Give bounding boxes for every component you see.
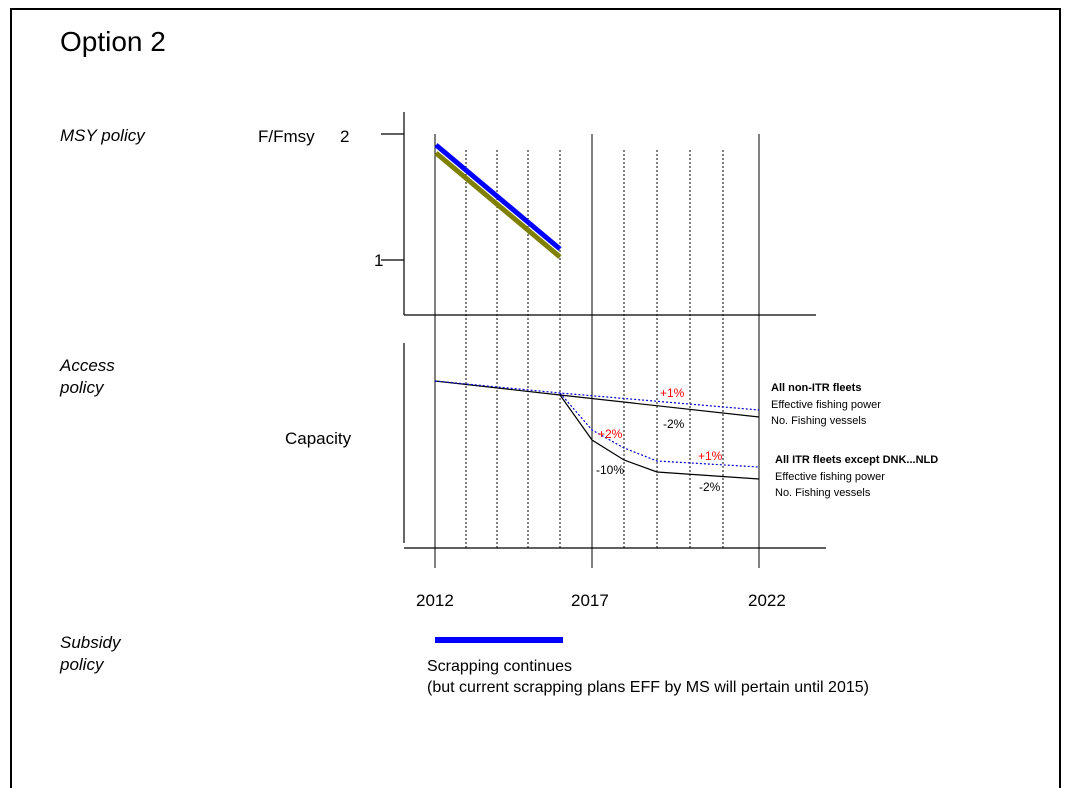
nonitr-power-line — [434, 380, 760, 411]
pct-itr-power: +1% — [698, 449, 723, 463]
itr-power-line — [559, 392, 760, 468]
subsidy-note-line2: (but current scrapping plans EFF by MS w… — [427, 679, 869, 696]
year-label-2017: 2017 — [571, 591, 609, 610]
legend-itr-heading: All ITR fleets except DNK...NLD — [775, 454, 938, 466]
access-policy-label-line1: Access — [60, 356, 115, 375]
legend-nonitr-vessels: No. Fishing vessels — [771, 415, 867, 427]
subsidy-note-line1: Scrapping continues — [427, 658, 572, 675]
pct-itr-drop-vessels: -10% — [596, 463, 624, 477]
year-label-2022: 2022 — [748, 591, 786, 610]
legend-itr-vessels: No. Fishing vessels — [775, 487, 871, 499]
f-fmsy-olive-line — [434, 151, 562, 259]
f-fmsy-blue-line — [434, 143, 562, 251]
access-policy-label-line2: policy — [60, 378, 104, 397]
subsidy-scrapping-bar — [435, 637, 563, 643]
top-y-tick-2: 2 — [340, 127, 350, 146]
pct-nonitr-vessels: -2% — [663, 417, 685, 431]
nonitr-vessels-line — [434, 380, 760, 418]
subsidy-policy-label-line2: policy — [60, 655, 104, 674]
subsidy-policy-label-line1: Subsidy — [60, 633, 121, 652]
pct-itr-vessels: -2% — [699, 480, 721, 494]
bottom-y-axis-label: Capacity — [285, 429, 352, 448]
msy-policy-label: MSY policy — [60, 126, 145, 145]
top-y-tick-1: 1 — [374, 251, 384, 270]
legend-itr-power: Effective fishing power — [775, 471, 885, 483]
slide-title: Option 2 — [60, 26, 166, 57]
slide-frame — [10, 8, 1061, 788]
pct-itr-drop-power: +2% — [598, 427, 623, 441]
legend-nonitr-heading: All non-ITR fleets — [771, 382, 861, 394]
pct-nonitr-power: +1% — [660, 386, 685, 400]
legend-nonitr-power: Effective fishing power — [771, 399, 881, 411]
itr-vessels-line — [559, 394, 760, 480]
top-y-axis-label: F/Fmsy — [258, 127, 315, 146]
year-label-2012: 2012 — [416, 591, 454, 610]
